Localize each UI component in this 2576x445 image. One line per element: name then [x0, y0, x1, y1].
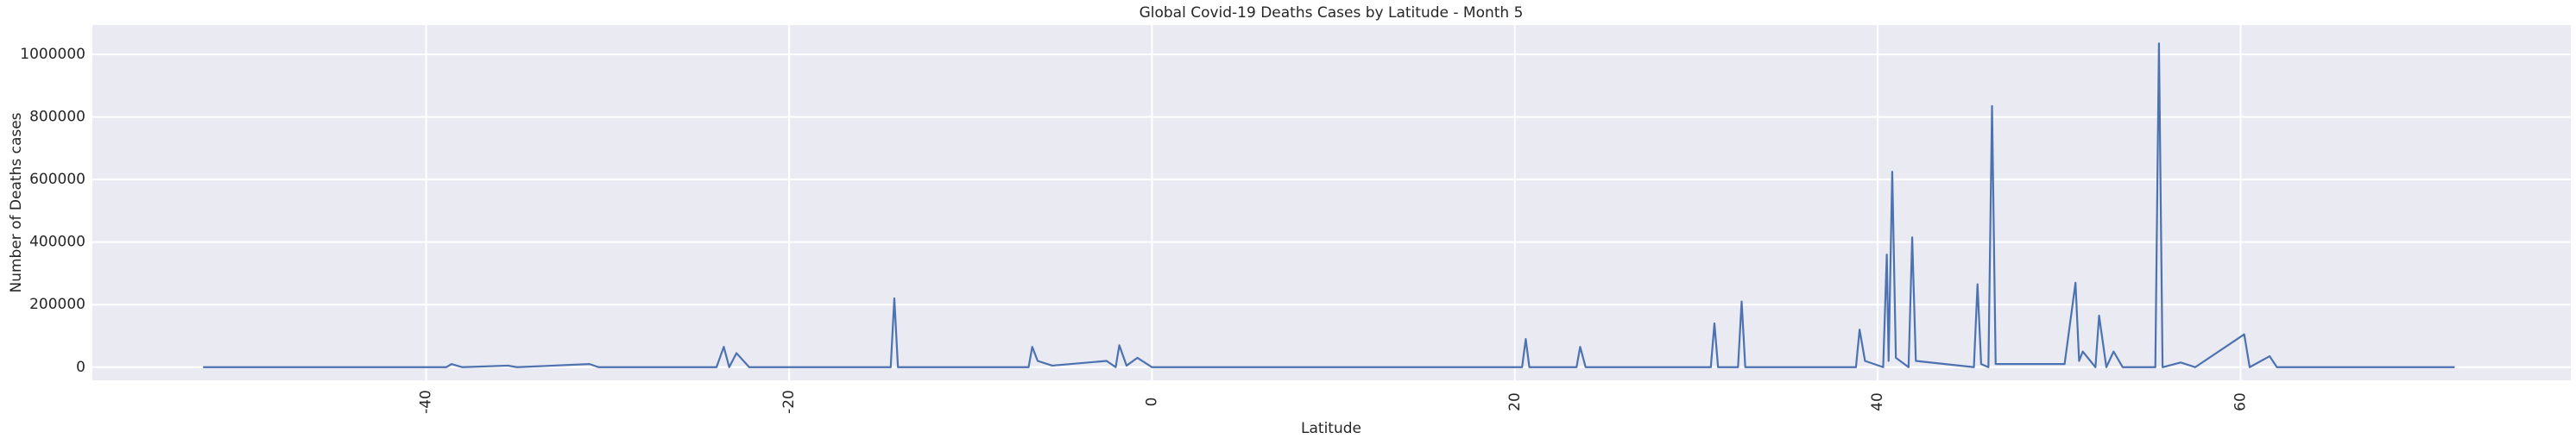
- plot-area: [92, 25, 2571, 380]
- y-tick-label: 400000: [29, 234, 85, 251]
- y-tick-label: 200000: [29, 296, 85, 313]
- y-tick-label: 800000: [29, 109, 85, 126]
- y-tick-label: 0: [76, 359, 85, 376]
- x-tick-label: -40: [418, 390, 435, 414]
- data-line: [203, 42, 2455, 368]
- y-tick-label: 1000000: [20, 46, 85, 63]
- x-tick-label: 60: [2232, 392, 2249, 411]
- y-axis-label: Number of Deaths cases: [8, 112, 25, 292]
- x-tick-label: 0: [1143, 398, 1160, 407]
- x-tick-label: -20: [780, 390, 798, 414]
- y-tick-label: 600000: [29, 171, 85, 188]
- x-tick-label: 40: [1869, 392, 1886, 411]
- x-axis-label: Latitude: [1301, 420, 1361, 437]
- grid: [92, 25, 2571, 380]
- chart-title: Global Covid-19 Deaths Cases by Latitude…: [1140, 4, 1524, 22]
- x-tick-label: 20: [1506, 392, 1524, 411]
